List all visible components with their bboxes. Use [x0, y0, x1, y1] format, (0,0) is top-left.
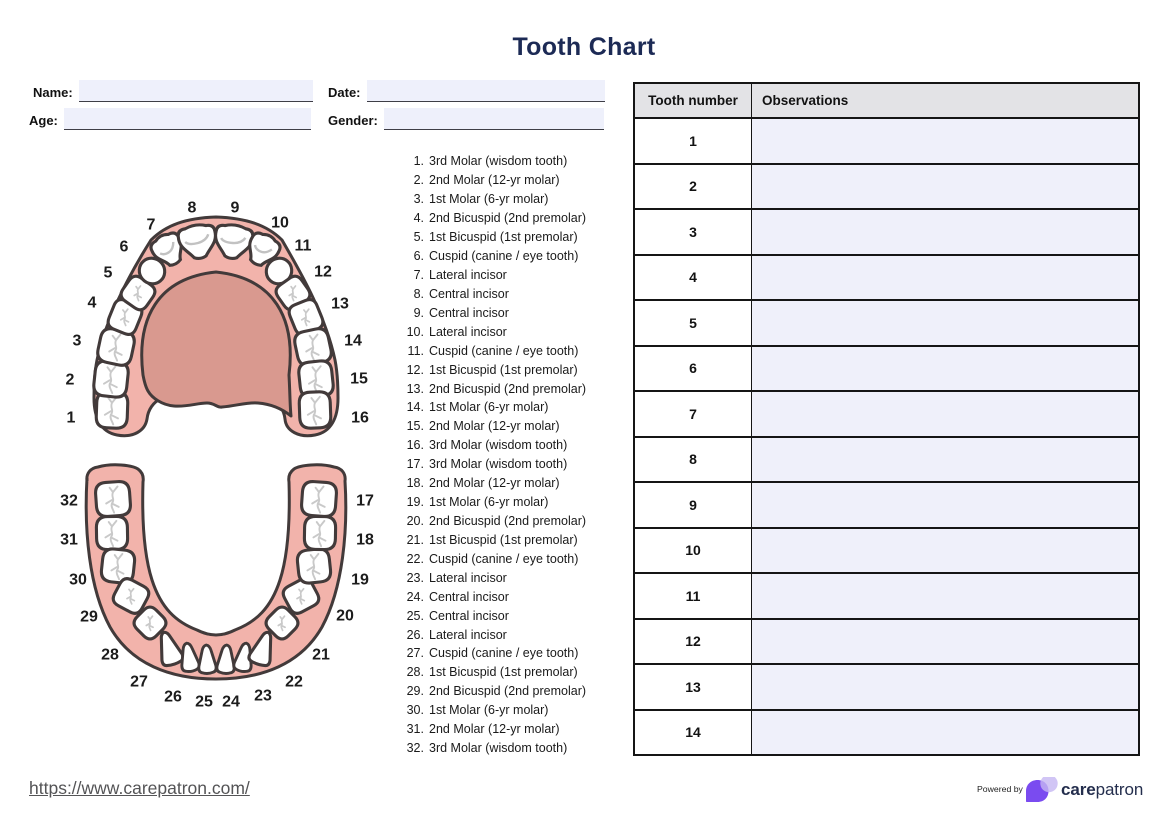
- svg-text:31: 31: [60, 532, 78, 549]
- svg-text:25: 25: [195, 694, 213, 711]
- svg-text:26: 26: [164, 689, 182, 706]
- svg-text:30: 30: [69, 572, 87, 589]
- svg-text:19: 19: [351, 572, 369, 589]
- svg-text:12: 12: [314, 264, 332, 281]
- svg-text:10: 10: [271, 215, 289, 232]
- svg-text:15: 15: [350, 371, 368, 388]
- svg-text:3: 3: [73, 333, 82, 350]
- svg-text:32: 32: [60, 493, 78, 510]
- svg-text:17: 17: [356, 493, 374, 510]
- svg-text:14: 14: [344, 333, 362, 350]
- svg-text:6: 6: [120, 239, 129, 256]
- svg-text:9: 9: [231, 200, 240, 217]
- svg-text:22: 22: [285, 674, 303, 691]
- svg-text:21: 21: [312, 647, 330, 664]
- svg-text:29: 29: [80, 609, 98, 626]
- svg-text:8: 8: [188, 200, 197, 217]
- svg-text:27: 27: [130, 674, 148, 691]
- svg-text:24: 24: [222, 694, 240, 711]
- svg-text:1: 1: [67, 410, 76, 427]
- svg-text:2: 2: [66, 372, 75, 389]
- svg-text:18: 18: [356, 532, 374, 549]
- svg-text:5: 5: [104, 265, 113, 282]
- svg-text:28: 28: [101, 647, 119, 664]
- svg-text:16: 16: [351, 410, 369, 427]
- svg-text:4: 4: [88, 295, 97, 312]
- svg-text:7: 7: [147, 217, 156, 234]
- svg-text:13: 13: [331, 296, 349, 313]
- svg-text:20: 20: [336, 608, 354, 625]
- svg-text:11: 11: [295, 238, 312, 255]
- svg-text:23: 23: [254, 688, 272, 705]
